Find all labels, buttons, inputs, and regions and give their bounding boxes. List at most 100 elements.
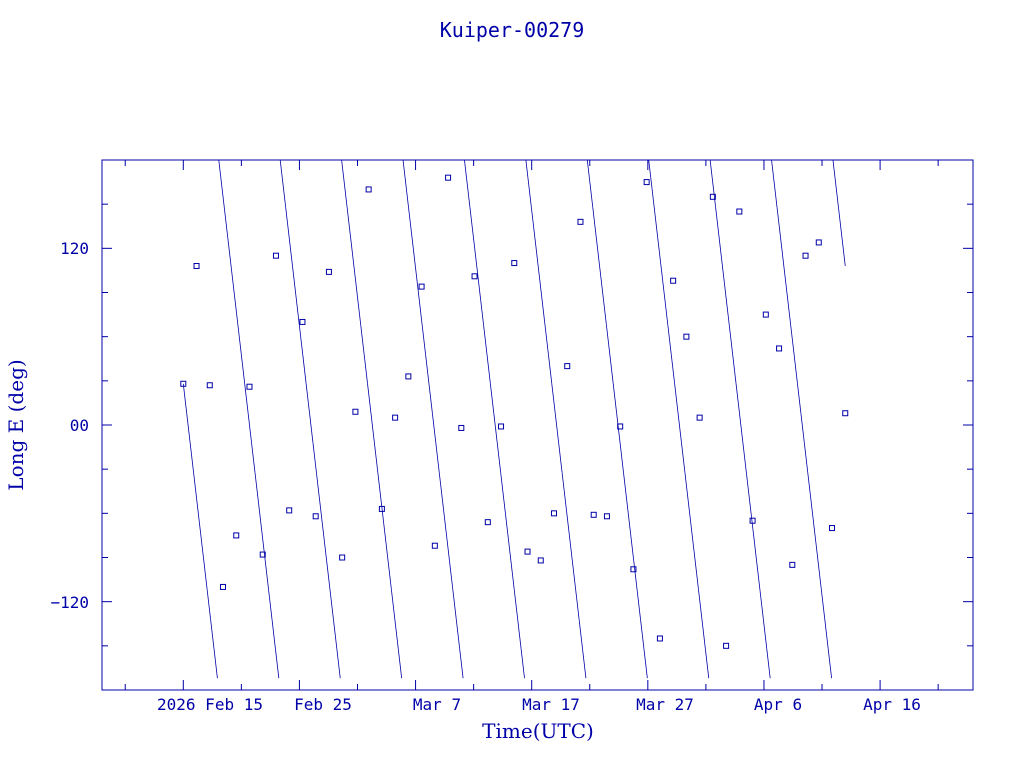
trace-segment [718, 236, 723, 267]
trace-segment [586, 160, 590, 178]
sample-point [603, 513, 610, 520]
sample-point [842, 410, 849, 417]
trace-segment [507, 530, 512, 561]
trace-segment [517, 619, 522, 649]
trace-segment [503, 501, 508, 532]
sample-point [220, 583, 227, 590]
sample-point [352, 408, 359, 415]
trace-segment [827, 648, 833, 679]
trace-segment [281, 177, 287, 208]
trace-segment [664, 295, 669, 325]
sample-point [617, 423, 624, 430]
x-tick-label: Feb 25 [294, 695, 352, 714]
trace-segment [312, 442, 317, 473]
y-axis-label: Long E (deg) [4, 359, 28, 490]
trace-segment [824, 619, 829, 649]
x-tick-label: 2026 Feb 15 [157, 695, 263, 714]
trace-segment [343, 177, 348, 208]
trace-segment [247, 413, 252, 443]
sample-point [630, 566, 637, 573]
trace-segment [814, 530, 819, 561]
trace-segment [715, 207, 720, 237]
sample-point [643, 179, 650, 186]
x-tick-label: Apr 6 [754, 695, 802, 714]
trace-segment [210, 619, 215, 649]
chart-title: Kuiper-00279 [440, 18, 585, 42]
trace-segment [469, 207, 474, 237]
trace-segment [237, 324, 242, 355]
trace-segment [711, 177, 716, 208]
trace-segment [687, 501, 693, 532]
trace-segment [790, 324, 795, 355]
trace-segment [315, 472, 321, 502]
sample-point [378, 505, 385, 512]
trace-segment [445, 530, 450, 561]
trace-segment [568, 530, 573, 561]
trace-segment [698, 589, 703, 620]
trace-segment [459, 648, 464, 679]
trace-segment [728, 324, 734, 355]
trace-segment [449, 560, 454, 590]
trace-segment [251, 442, 256, 473]
trace-segment [623, 472, 628, 502]
trace-segment [773, 177, 778, 208]
sample-point [762, 311, 769, 318]
sample-markers [180, 174, 849, 649]
trace-segment [732, 354, 737, 384]
sample-point [590, 511, 597, 518]
trace-segment [431, 413, 437, 443]
x-axis-label: Time(UTC) [482, 719, 594, 743]
sample-point [802, 252, 809, 259]
sample-point [577, 218, 584, 225]
sample-point [299, 318, 306, 325]
trace-segment [745, 472, 751, 502]
trace-segment [425, 354, 430, 384]
trace-segment [520, 648, 525, 679]
trace-segment [780, 236, 785, 267]
trace-segment [421, 324, 426, 355]
trace-segment [189, 442, 194, 473]
trace-segment [402, 160, 406, 178]
trace-segment [709, 160, 713, 178]
x-tick-label: Apr 16 [863, 695, 921, 714]
trace-segment [333, 619, 338, 649]
trace-segment [643, 648, 648, 679]
trace-segment [295, 295, 300, 325]
trace-segment [240, 354, 246, 384]
trace-segment [435, 442, 440, 473]
trace-segment [261, 530, 266, 561]
trace-segment [302, 354, 307, 384]
sample-point [670, 277, 677, 284]
sample-point [365, 186, 372, 193]
sample-point [233, 532, 240, 539]
trace-segment [547, 354, 553, 384]
sample-point [471, 273, 478, 280]
sample-point [749, 517, 756, 524]
trace-segment [218, 160, 222, 178]
trace-segment [820, 589, 826, 620]
trace-segment [346, 207, 351, 237]
trace-segment [575, 589, 580, 620]
sample-point [524, 548, 531, 555]
trace-segment [472, 236, 478, 267]
trace-segment [476, 265, 481, 296]
sample-point [709, 193, 716, 200]
trace-segment [694, 560, 699, 590]
trace-segment [206, 589, 211, 620]
y-tick-label: 120 [60, 239, 89, 258]
trace-segment [834, 177, 839, 208]
trace-segment [350, 236, 355, 267]
trace-segment [203, 560, 208, 590]
trace-segment [530, 207, 536, 237]
trace-segment [797, 383, 802, 414]
trace-segment [275, 648, 280, 679]
trace-segment [657, 236, 662, 267]
sample-point [683, 333, 690, 340]
trace-segment [483, 324, 488, 355]
trace-segment [817, 560, 822, 590]
trace-segment [329, 589, 334, 620]
trace-segment [606, 324, 611, 355]
trace-segment [800, 413, 805, 443]
trace-segment [428, 383, 433, 414]
y-axis-ticks [102, 203, 973, 647]
